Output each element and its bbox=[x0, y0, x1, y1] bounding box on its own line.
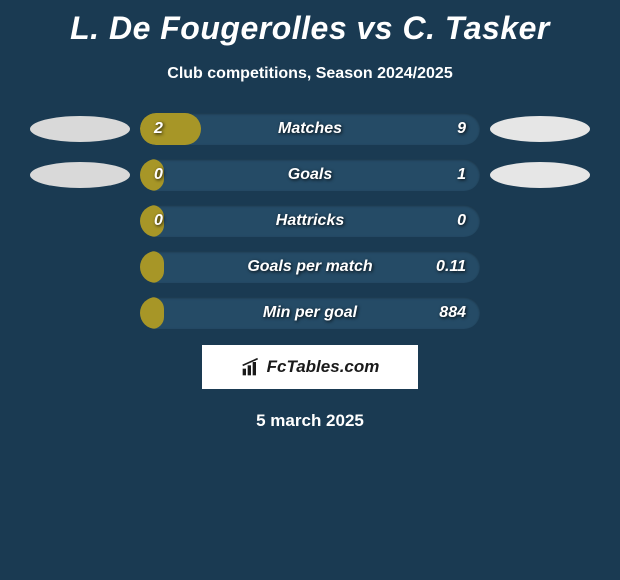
attribution-text: FcTables.com bbox=[267, 357, 380, 377]
stat-label: Hattricks bbox=[276, 212, 344, 230]
marker-placeholder bbox=[40, 208, 140, 234]
page-title: L. De Fougerolles vs C. Tasker bbox=[0, 0, 620, 47]
attribution-badge: FcTables.com bbox=[202, 345, 418, 389]
stat-label: Min per goal bbox=[263, 304, 357, 322]
stat-bar-fill bbox=[140, 297, 164, 329]
stat-right-value: 1 bbox=[457, 166, 466, 184]
marker-placeholder bbox=[480, 254, 580, 280]
stat-bar: Min per goal 884 bbox=[140, 297, 480, 329]
player-right-marker bbox=[490, 162, 590, 188]
stat-row: Goals per match 0.11 bbox=[0, 251, 620, 283]
player-left-marker bbox=[30, 162, 130, 188]
stat-label: Goals bbox=[288, 166, 332, 184]
stat-label: Goals per match bbox=[247, 258, 372, 276]
marker-placeholder bbox=[480, 300, 580, 326]
date-text: 5 march 2025 bbox=[0, 411, 620, 431]
stat-bar-fill bbox=[140, 251, 164, 283]
bar-chart-icon bbox=[241, 357, 261, 377]
player-left-marker bbox=[30, 116, 130, 142]
stat-label: Matches bbox=[278, 120, 342, 138]
stat-right-value: 9 bbox=[457, 120, 466, 138]
comparison-chart: 2 Matches 9 0 Goals 1 0 Hattricks 0 bbox=[0, 113, 620, 329]
player-right-marker bbox=[490, 116, 590, 142]
stat-bar: 2 Matches 9 bbox=[140, 113, 480, 145]
stat-row: Min per goal 884 bbox=[0, 297, 620, 329]
stat-right-value: 884 bbox=[439, 304, 466, 322]
marker-placeholder bbox=[40, 300, 140, 326]
subtitle: Club competitions, Season 2024/2025 bbox=[0, 65, 620, 83]
stat-bar: 0 Goals 1 bbox=[140, 159, 480, 191]
stat-right-value: 0 bbox=[457, 212, 466, 230]
stat-left-value: 0 bbox=[154, 166, 163, 184]
stat-bar: 0 Hattricks 0 bbox=[140, 205, 480, 237]
stat-left-value: 2 bbox=[154, 120, 163, 138]
stat-bar: Goals per match 0.11 bbox=[140, 251, 480, 283]
stat-left-value: 0 bbox=[154, 212, 163, 230]
stat-bar-fill bbox=[140, 113, 201, 145]
stat-row: 0 Hattricks 0 bbox=[0, 205, 620, 237]
stat-right-value: 0.11 bbox=[436, 258, 466, 276]
marker-placeholder bbox=[40, 254, 140, 280]
stat-row: 2 Matches 9 bbox=[0, 113, 620, 145]
stat-row: 0 Goals 1 bbox=[0, 159, 620, 191]
marker-placeholder bbox=[480, 208, 580, 234]
